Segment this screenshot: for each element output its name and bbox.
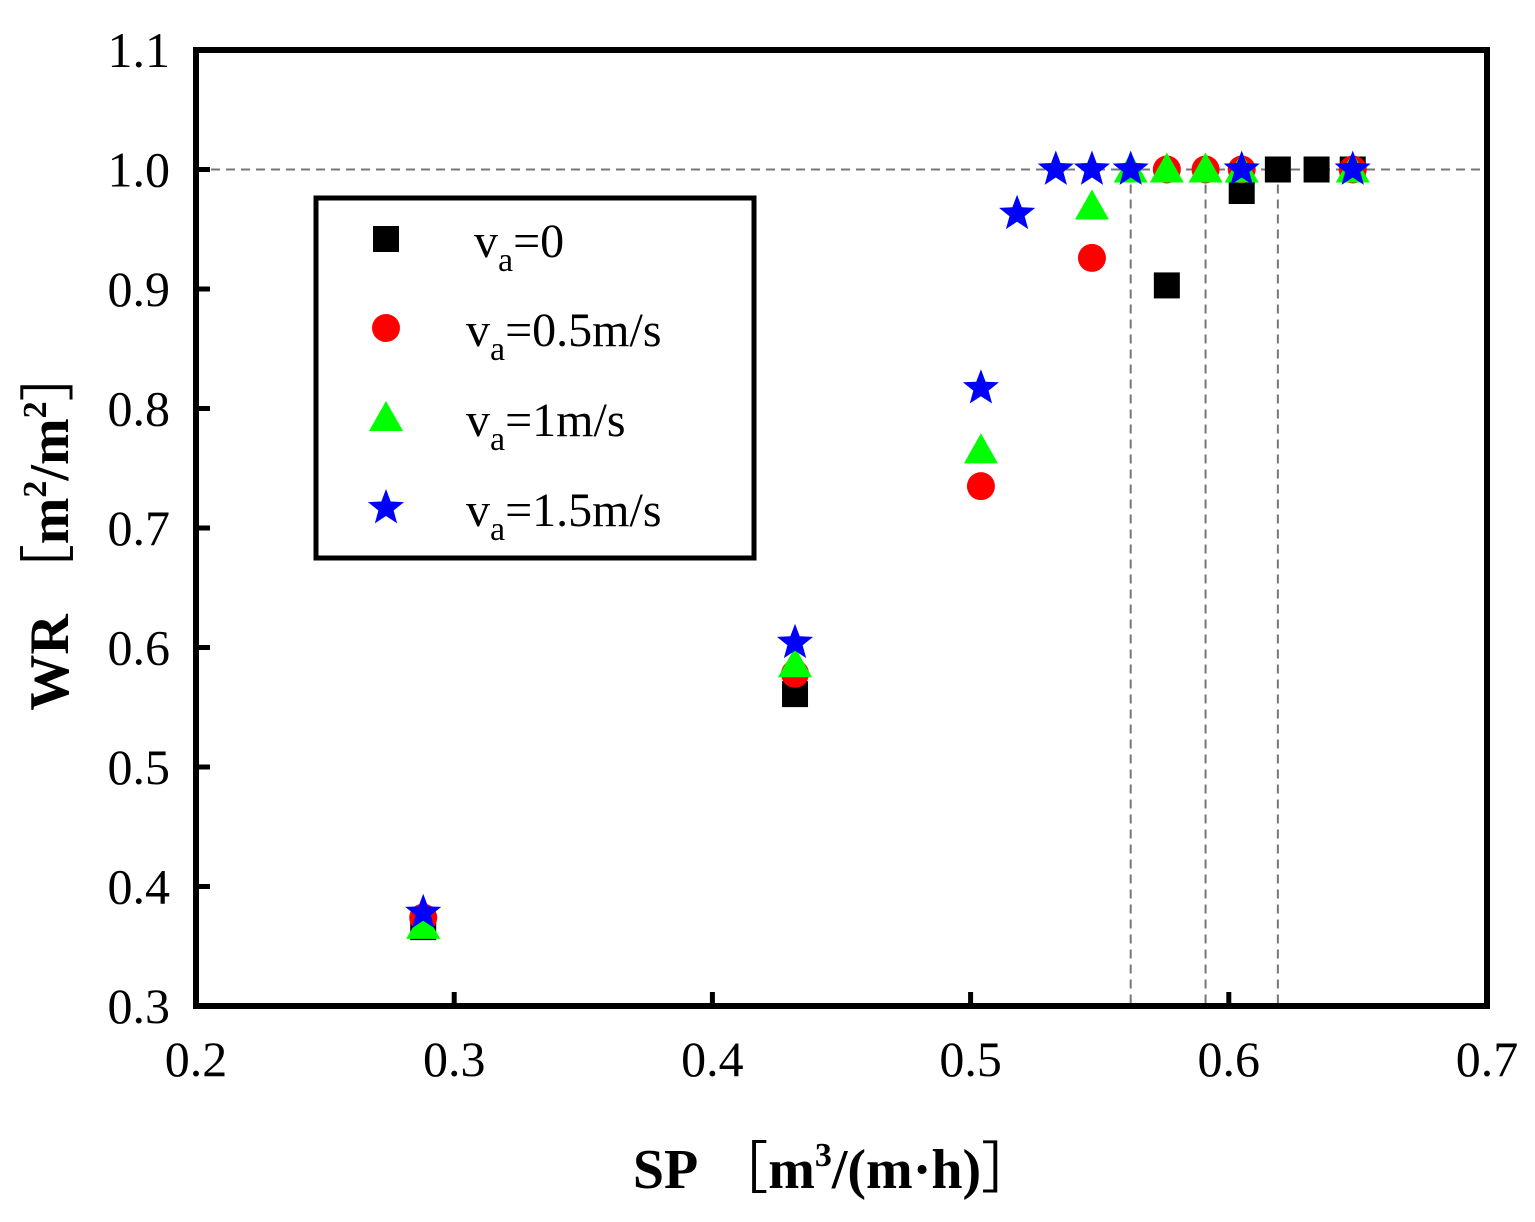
data-point-triangle xyxy=(406,908,441,939)
x-tick-label: 0.5 xyxy=(939,1031,1002,1087)
legend-box xyxy=(313,195,757,561)
plot-area-frame xyxy=(193,47,1490,1009)
x-axis-title: SP ［m3/(m·h)］ xyxy=(633,1137,1037,1201)
legend-item: va=0 xyxy=(373,215,564,279)
data-point-star xyxy=(1037,150,1074,185)
y-tick-label: 0.6 xyxy=(108,620,171,676)
legend-label: va=0.5m/s xyxy=(466,304,662,368)
legend-item: va=1.5m/s xyxy=(367,484,662,548)
y-tick-label: 1.0 xyxy=(108,142,171,198)
legend-item: va=1m/s xyxy=(369,394,626,458)
y-tick-label: 1.1 xyxy=(108,22,171,78)
y-tick-label: 0.9 xyxy=(108,261,171,317)
x-tick-label: 0.7 xyxy=(1456,1031,1519,1087)
y-tick-label: 0.5 xyxy=(108,739,171,795)
y-tick-label: 0.8 xyxy=(108,381,171,437)
x-tick-label: 0.6 xyxy=(1198,1031,1261,1087)
data-point-triangle xyxy=(1149,152,1184,183)
data-point-star xyxy=(1073,150,1111,185)
x-tick-label: 0.2 xyxy=(165,1031,228,1087)
y-axis-title: WR［m2/m2］ xyxy=(17,345,81,710)
data-point-circle xyxy=(1077,243,1106,272)
data-points xyxy=(405,150,1371,941)
data-point-triangle xyxy=(1188,152,1223,183)
legend-marker-star xyxy=(367,489,405,524)
reference-lines xyxy=(196,168,1487,1006)
data-point-star xyxy=(962,369,999,404)
legend-label: va=1.5m/s xyxy=(466,484,662,548)
legend-marker-triangle xyxy=(369,401,403,431)
y-tick-label: 0.3 xyxy=(108,978,171,1034)
y-tick-label: 0.4 xyxy=(108,859,171,915)
data-point-square xyxy=(1303,156,1330,183)
series-star xyxy=(405,150,1371,929)
y-tick-label: 0.7 xyxy=(108,500,171,556)
x-tick-label: 0.4 xyxy=(681,1031,744,1087)
legend-label: va=0 xyxy=(474,215,564,279)
legend-marker-circle xyxy=(372,314,400,342)
data-point-triangle xyxy=(963,433,998,464)
legend: va=0 va=0.5m/s va=1m/s va=1.5m/s xyxy=(313,195,757,561)
data-point-star xyxy=(776,623,814,659)
legend-label: va=1m/s xyxy=(466,394,626,458)
y-axis: 0.3 0.4 0.5 0.6 0.7 0.8 0.9 1.0 1.1 xyxy=(108,22,210,1034)
data-point-square xyxy=(1153,272,1180,299)
data-point-star xyxy=(1334,150,1371,185)
data-point-star xyxy=(1112,150,1149,185)
legend-marker-square xyxy=(373,226,399,252)
data-point-circle xyxy=(966,472,995,501)
data-point-star xyxy=(999,194,1036,230)
data-point-star xyxy=(405,893,442,929)
legend-item: va=0.5m/s xyxy=(372,304,662,368)
data-point-triangle xyxy=(778,647,813,678)
data-point-star xyxy=(1223,150,1260,185)
x-tick-label: 0.3 xyxy=(423,1031,486,1087)
data-point-triangle xyxy=(1074,189,1109,220)
data-point-square xyxy=(1264,156,1291,183)
